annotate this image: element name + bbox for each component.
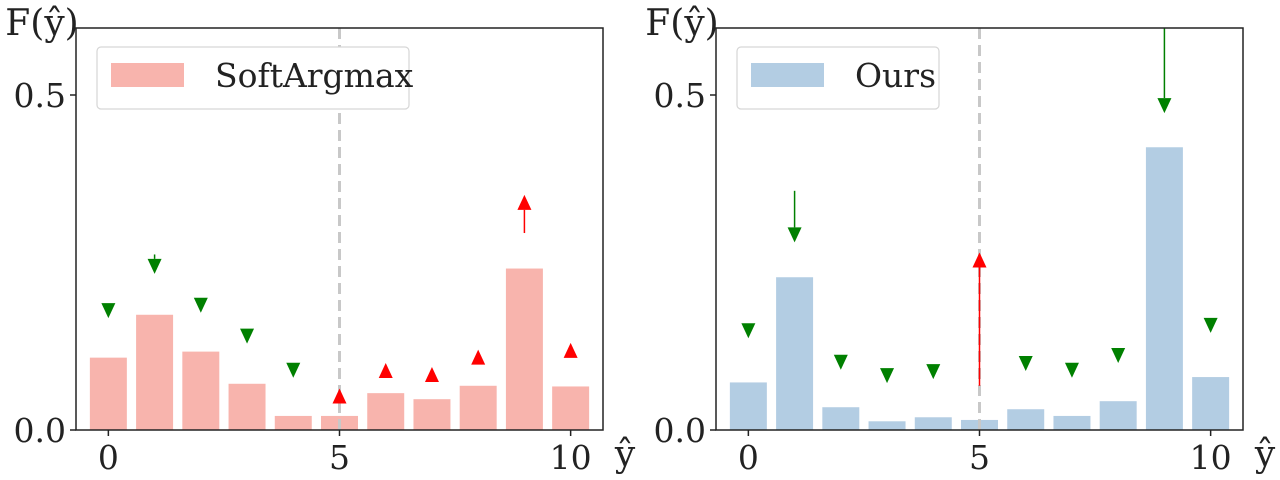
arrow-head (563, 342, 578, 358)
bar (1053, 415, 1091, 430)
y-tick-label: 0.0 (14, 411, 66, 450)
arrow-head (147, 258, 162, 274)
legend-swatch (111, 63, 184, 87)
legend-label: SoftArgmax (215, 56, 414, 95)
arrow-head (286, 362, 301, 378)
arrow-head (378, 363, 393, 378)
x-tick-label: 10 (550, 438, 592, 477)
bar (1145, 147, 1183, 430)
bar (822, 407, 860, 430)
legend: Ours (736, 46, 940, 110)
arrow-head (101, 303, 116, 319)
legend-box (96, 46, 410, 110)
bar (552, 386, 590, 430)
bar (729, 382, 767, 430)
x-axis-label: ŷ (1254, 434, 1276, 475)
bar (367, 393, 405, 430)
x-axis-label: ŷ (614, 434, 636, 475)
y-tick-label: 0.5 (14, 76, 66, 115)
arrow-head (424, 367, 439, 383)
arrow-head (926, 364, 941, 380)
chart-panel-0: 0 5 10 0.0 0.5 F(ŷ) ŷ SoftArgmax (5, 3, 636, 477)
y-axis-label: F(ŷ) (645, 3, 718, 44)
bar (459, 385, 497, 430)
bar (1007, 409, 1045, 430)
arrow-head (880, 368, 895, 384)
arrow-head (332, 388, 347, 404)
arrow-head (1111, 348, 1126, 363)
arrow-head (1157, 98, 1172, 114)
bar (228, 383, 266, 430)
arrow-head (240, 328, 255, 344)
x-tick-label: 10 (1190, 438, 1232, 477)
y-axis-label: F(ŷ) (5, 3, 78, 44)
bar (914, 417, 952, 430)
x-tick-label: 5 (329, 438, 350, 477)
bar (136, 314, 174, 430)
arrow-head (972, 252, 987, 268)
arrow-head (517, 194, 532, 210)
arrow-head (193, 297, 208, 313)
chart-panel-1: 0 5 10 0.0 0.5 F(ŷ) ŷ Ours (645, 3, 1276, 477)
bar (182, 351, 220, 430)
arrow-head (1018, 356, 1033, 372)
arrow-head (471, 349, 486, 365)
arrow-head (1064, 362, 1079, 378)
x-tick-label: 0 (738, 438, 759, 477)
legend-box (736, 46, 940, 110)
bar (274, 415, 312, 430)
x-tick-label: 5 (969, 438, 990, 477)
arrow-head (787, 227, 802, 243)
arrow-head (1203, 317, 1218, 333)
legend-swatch (751, 63, 824, 87)
legend-label: Ours (855, 56, 936, 95)
legend: SoftArgmax (96, 46, 414, 110)
bar (413, 399, 451, 430)
bar (89, 357, 127, 430)
bar (776, 277, 814, 430)
bar (868, 421, 906, 430)
bar (1192, 377, 1230, 430)
arrow-head (741, 323, 756, 339)
x-tick-label: 0 (98, 438, 119, 477)
bar (505, 268, 543, 430)
bar (1099, 401, 1137, 430)
y-tick-label: 0.0 (654, 411, 706, 450)
y-tick-label: 0.5 (654, 76, 706, 115)
arrow-head (833, 354, 848, 370)
